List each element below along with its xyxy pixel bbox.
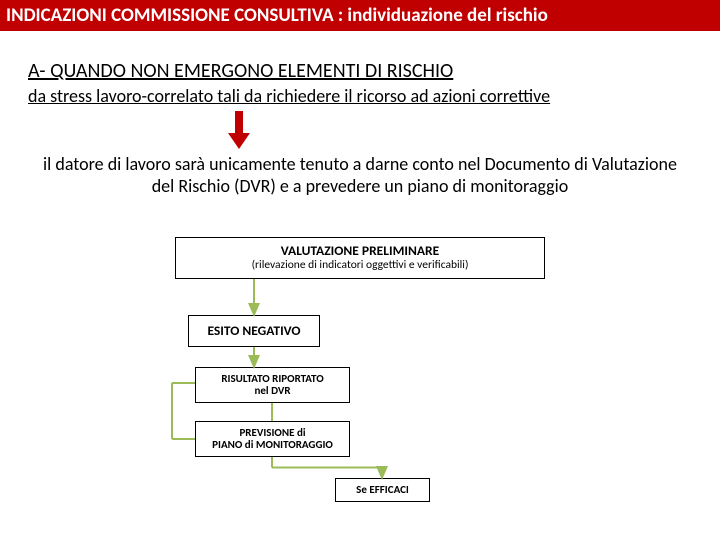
flow-box-efficaci: Se EFFICACI [335,478,430,502]
flow-box-risultato: RISULTATO RIPORTATOnel DVR [195,367,350,403]
content-area: A- QUANDO NON EMERGONO ELEMENTI DI RISCH… [0,59,720,197]
flow-box-subtitle: (rilevazione di indicatori oggettivi e v… [180,259,540,272]
flow-box-previsione: PREVISIONE diPIANO di MONITORAGGIO [195,421,350,457]
flow-box-esito: ESITO NEGATIVO [188,315,320,347]
section-title: A- QUANDO NON EMERGONO ELEMENTI DI RISCH… [28,59,692,83]
flow-box-title: PIANO di MONITORAGGIO [200,439,345,451]
flow-box-title: nel DVR [200,385,345,397]
body-text: il datore di lavoro sarà unicamente tenu… [28,153,692,197]
flow-box-title: ESITO NEGATIVO [193,324,315,339]
down-arrow-icon [228,111,250,149]
flow-box-valutazione: VALUTAZIONE PRELIMINARE(rilevazione di i… [175,237,545,279]
section-subtitle: da stress lavoro-correlato tali da richi… [28,85,692,107]
header-bar: INDICAZIONI COMMISSIONE CONSULTIVA : ind… [0,0,720,31]
header-title: INDICAZIONI COMMISSIONE CONSULTIVA : ind… [6,4,548,27]
flow-box-title: Se EFFICACI [340,484,425,496]
flow-box-title: VALUTAZIONE PRELIMINARE [180,244,540,259]
